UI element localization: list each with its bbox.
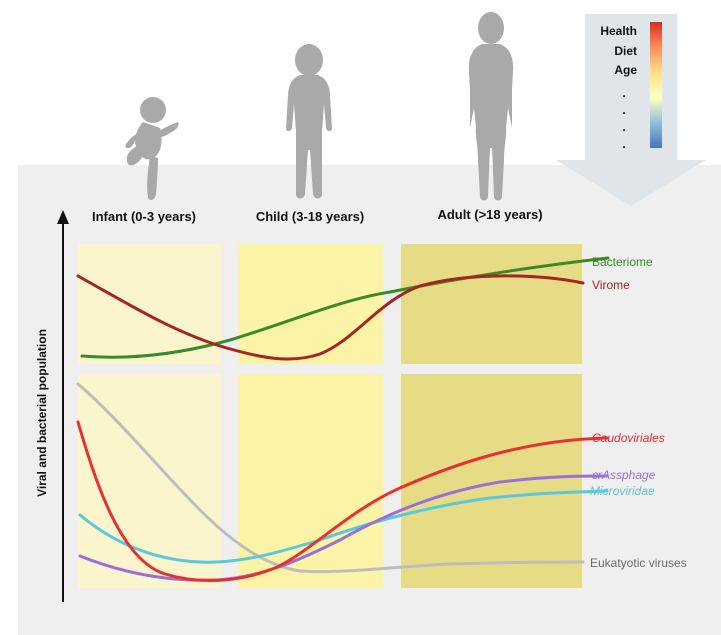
infant-silhouette-icon [125, 97, 179, 201]
stage-panels [78, 244, 582, 588]
legend-factor: Diet [614, 44, 637, 58]
stage-label-infant: Infant (0-3 years) [92, 209, 196, 224]
adult-top-panel [401, 244, 582, 364]
virome-curve [76, 274, 585, 361]
adult-silhouette-icon [468, 12, 514, 201]
factor-legend: Health Diet Age.... [556, 14, 706, 206]
infant-bottom-panel [78, 374, 221, 588]
y-axis-title: Viral and bacterial population [35, 329, 49, 497]
caudoviriales-label: Caudoviriales [592, 431, 665, 445]
crassphage-label: crAssphage [592, 468, 656, 482]
age-silhouettes [125, 12, 514, 201]
eukatyotic-viruses-curve [76, 382, 585, 574]
adult-bottom-panel [401, 374, 582, 588]
child-bottom-panel [238, 374, 383, 588]
legend-factor: . [622, 86, 625, 100]
virome-label: Virome [592, 278, 630, 292]
series-labels: Eukatyotic viruses Microviridae crAssphage… [590, 255, 687, 570]
crassphage-curve [78, 474, 609, 582]
bacteriome-label: Bacteriome [592, 255, 653, 269]
stage-label-child: Child (3-18 years) [256, 209, 364, 224]
axes: Viral and bacterial population [35, 210, 600, 604]
y-axis-arrow-icon [57, 210, 69, 224]
bacteriome-curve [80, 256, 610, 359]
legend-factor: Age [614, 63, 637, 77]
legend-factor: . [622, 120, 625, 134]
legend-factor: . [622, 103, 625, 117]
microviridae-label: Microviridae [590, 484, 655, 498]
child-top-panel [238, 244, 383, 364]
child-silhouette-icon [286, 44, 332, 199]
legend-factor: Health [600, 24, 637, 38]
legend-factor: . [622, 137, 625, 151]
infant-top-panel [78, 244, 221, 364]
population-curves [76, 256, 610, 583]
stage-label-adult: Adult (>18 years) [437, 207, 542, 222]
caudoviriales-curve [76, 420, 609, 583]
legend-arrow-box [556, 14, 706, 206]
eukatyotic-viruses-label: Eukatyotic viruses [590, 556, 687, 570]
color-scale-bar [650, 22, 662, 148]
